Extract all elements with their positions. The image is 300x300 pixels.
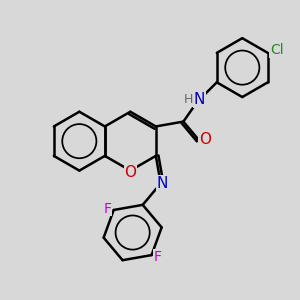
Text: O: O	[199, 132, 211, 147]
Text: F: F	[154, 250, 162, 264]
Text: F: F	[103, 202, 111, 215]
Text: N: N	[194, 92, 205, 107]
Text: H: H	[184, 93, 194, 106]
Text: O: O	[124, 165, 136, 180]
Text: Cl: Cl	[270, 43, 283, 57]
Text: N: N	[157, 176, 168, 191]
